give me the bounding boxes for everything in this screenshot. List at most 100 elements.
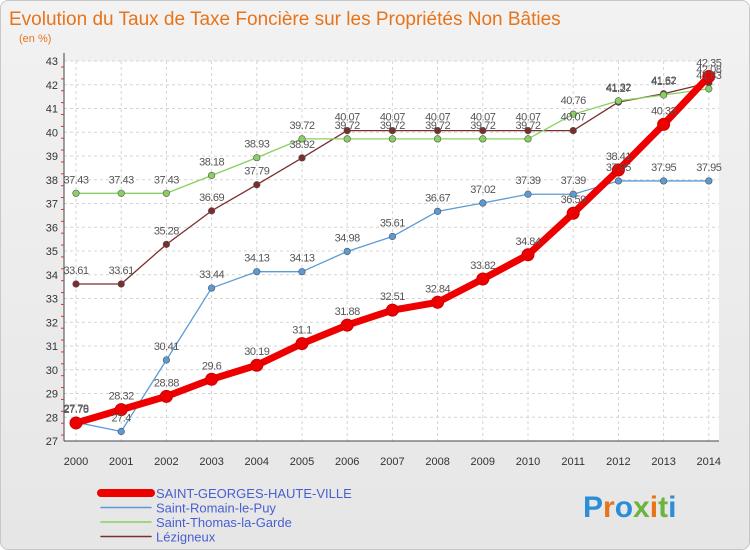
data-label: 32.84	[425, 283, 450, 295]
data-label: 34.13	[244, 253, 269, 265]
data-point	[72, 189, 80, 197]
data-point	[479, 199, 487, 207]
data-point	[253, 268, 261, 276]
data-point	[72, 280, 80, 288]
y-tick-label: 37	[46, 199, 58, 211]
data-labels: 27.76 28.32 28.88 29.6 30.19 31.1 31.88 32.51 32…	[63, 57, 722, 425]
data-label: 39.72	[425, 120, 450, 132]
data-point	[524, 190, 532, 198]
data-point	[343, 126, 351, 135]
y-tick-label: 30	[46, 365, 58, 377]
x-tick-label: 2004	[245, 456, 269, 468]
data-point	[343, 247, 351, 256]
data-label: 39.72	[470, 120, 495, 132]
chart-subtitle: (en %)	[19, 33, 51, 45]
data-label: 37.95	[651, 162, 676, 174]
brand-letter: i	[650, 491, 658, 524]
data-label: 34.84	[515, 236, 540, 248]
data-point	[434, 135, 442, 143]
data-label: 40.33	[651, 105, 676, 117]
x-tick-label: 2011	[561, 456, 585, 468]
y-tick-label: 28	[46, 412, 58, 424]
y-tick-label: 31	[46, 341, 58, 353]
brand-letter: r	[603, 491, 615, 524]
data-label: 38.18	[199, 156, 224, 168]
x-tick-label: 2009	[471, 456, 495, 468]
brand-letter: P	[583, 491, 603, 524]
data-point	[253, 181, 261, 189]
data-point	[434, 126, 442, 135]
data-label: 37.43	[154, 174, 179, 186]
data-point	[569, 190, 577, 198]
data-label: 39.72	[289, 120, 314, 132]
data-point	[162, 356, 170, 364]
data-point	[208, 171, 216, 180]
data-point	[524, 126, 532, 135]
data-label: 40.07	[380, 112, 405, 124]
data-point	[117, 427, 125, 436]
data-point	[388, 126, 397, 135]
data-point	[479, 135, 487, 143]
data-label: 36.59	[561, 194, 586, 206]
data-point	[524, 135, 532, 143]
data-label: 37.95	[606, 162, 631, 174]
data-label: 35.28	[154, 225, 179, 237]
data-label: 37.02	[470, 184, 495, 196]
data-label: 40.07	[561, 112, 586, 124]
legend: SAINT-GEORGES-HAUTE-VILLESaint-Romain-le…	[97, 486, 352, 545]
data-point	[205, 372, 219, 386]
data-label: 30.41	[154, 341, 179, 353]
gridlines	[64, 60, 719, 442]
data-label: 40.07	[335, 112, 360, 124]
y-tick-label: 34	[46, 270, 58, 282]
data-label: 34.13	[289, 253, 314, 265]
data-point	[159, 389, 173, 403]
data-point	[479, 126, 487, 135]
data-label: 38.93	[244, 139, 269, 151]
data-point	[388, 135, 397, 143]
legend-entry: Lézigneux	[156, 530, 216, 545]
data-label: 41.32	[606, 82, 631, 94]
legend-entry: SAINT-GEORGES-HAUTE-VILLE	[156, 486, 352, 501]
data-point	[702, 69, 716, 83]
data-label: 32.51	[380, 291, 405, 303]
data-label: 42.08	[696, 64, 721, 76]
data-label: 37.95	[696, 162, 721, 174]
y-tick-label: 38	[46, 175, 58, 187]
data-label: 39.72	[335, 120, 360, 132]
data-label: 37.39	[515, 175, 540, 187]
data-label: 42.35	[696, 57, 721, 69]
data-point	[385, 303, 399, 317]
series-lines	[69, 69, 716, 436]
data-point	[569, 110, 577, 118]
data-point	[253, 154, 261, 162]
data-label: 37.43	[109, 174, 134, 186]
data-point	[659, 177, 668, 185]
data-label: 40.07	[515, 112, 540, 124]
data-label: 33.82	[470, 260, 495, 272]
data-label: 36.67	[425, 192, 450, 204]
legend-entry: Saint-Romain-le-Puy	[156, 501, 276, 516]
data-point	[388, 232, 397, 241]
data-point	[114, 403, 128, 417]
data-point	[569, 126, 577, 135]
data-label: 28.32	[109, 391, 134, 403]
data-point	[705, 85, 713, 93]
data-label: 27.79	[63, 403, 88, 415]
data-point	[659, 91, 668, 99]
data-label: 40.76	[561, 95, 586, 107]
brand-letter: t	[658, 491, 668, 524]
data-label: 27.4	[111, 413, 131, 425]
data-label: 37.79	[244, 166, 269, 178]
chart-title: Evolution du Taux de Taxe Foncière sur l…	[9, 9, 561, 30]
data-point	[431, 295, 445, 309]
data-point	[208, 207, 216, 215]
x-tick-label: 2001	[109, 456, 133, 468]
y-tick-label: 36	[46, 222, 58, 234]
data-label: 28.88	[154, 377, 179, 389]
data-point	[521, 248, 535, 262]
x-tick-label: 2002	[154, 456, 178, 468]
data-label: 41.62	[651, 75, 676, 87]
